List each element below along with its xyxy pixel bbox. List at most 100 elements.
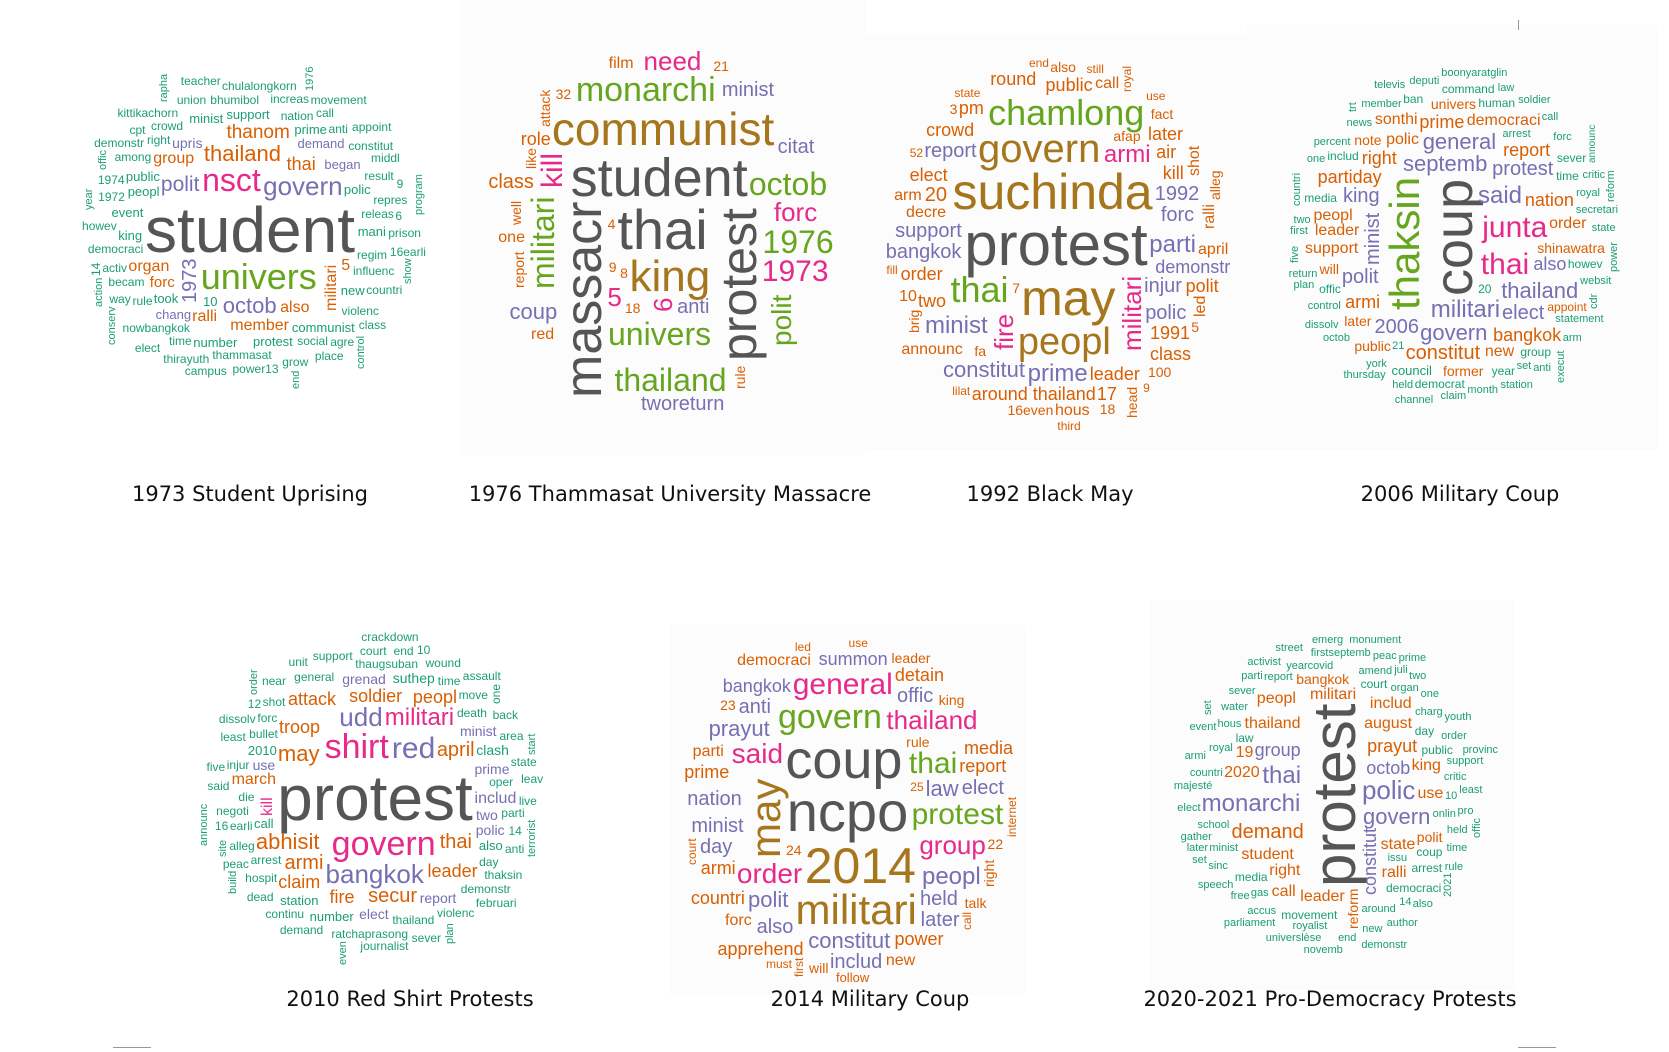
word: forc: [149, 274, 175, 292]
word: day: [479, 854, 499, 869]
word: ralli: [1201, 204, 1219, 230]
word: polic: [1145, 301, 1187, 324]
word: govern: [263, 170, 343, 201]
word: peopl: [1256, 690, 1296, 708]
word: offic: [1319, 281, 1341, 296]
word: claim: [278, 872, 321, 893]
word: chang: [155, 306, 192, 322]
word: show: [402, 258, 415, 284]
word: number: [193, 334, 238, 350]
word: chulalongkorn: [221, 78, 297, 93]
word: protest: [253, 333, 293, 349]
word: end: [393, 643, 414, 658]
word: thursday: [1343, 369, 1386, 382]
word: univers: [200, 255, 317, 297]
word: howev: [82, 219, 117, 234]
word: violenc: [341, 303, 379, 318]
word: 2014: [804, 837, 916, 894]
word: bangkok: [885, 241, 962, 264]
word: forc: [1553, 130, 1572, 143]
word: public: [1045, 74, 1093, 95]
word: sever: [1228, 684, 1256, 697]
word: later: [1148, 123, 1184, 144]
word: suchinda: [952, 164, 1153, 221]
word: thailand: [886, 705, 978, 736]
word: forc: [1160, 204, 1195, 227]
word: parliament: [1223, 917, 1276, 930]
word: time: [1556, 168, 1579, 183]
word: februari: [475, 896, 517, 911]
word: ralli: [1381, 863, 1407, 881]
word: agre: [330, 335, 355, 350]
word: militari: [1430, 295, 1501, 323]
word: univers: [607, 316, 712, 353]
word: 6: [648, 297, 679, 313]
word: thailand: [203, 140, 281, 166]
word: kill: [1162, 163, 1184, 184]
word: rule: [1444, 860, 1464, 873]
word: report: [419, 889, 457, 906]
word: arm: [1562, 331, 1582, 344]
word: reform: [1345, 888, 1362, 929]
word: king: [1411, 756, 1441, 774]
word: rapha: [158, 73, 171, 102]
word: use: [848, 635, 868, 650]
word: student: [1241, 845, 1294, 863]
word: two: [917, 290, 946, 311]
word: soldier: [349, 685, 403, 706]
word: secretari: [1575, 203, 1619, 216]
word: five: [206, 759, 226, 774]
word: action: [92, 277, 105, 307]
word: law: [1497, 82, 1515, 95]
word: 14: [508, 823, 522, 838]
word: general: [294, 670, 335, 685]
word: parti: [692, 743, 724, 761]
word: repres: [373, 192, 408, 207]
word: clash: [476, 742, 509, 759]
word: prayut: [708, 716, 770, 742]
word: parti: [501, 806, 525, 821]
word: die: [238, 790, 255, 805]
word: program: [412, 174, 425, 216]
word: coup: [509, 298, 558, 324]
word: 20: [1478, 282, 1492, 297]
word: also: [1050, 58, 1076, 75]
word: middl: [371, 151, 400, 166]
word: octob: [1323, 331, 1350, 344]
word: citat: [777, 135, 815, 158]
word: site: [217, 839, 230, 857]
word: influenc: [352, 263, 395, 278]
word: new: [340, 282, 365, 298]
word: organ: [128, 257, 170, 275]
word: earli: [229, 818, 253, 833]
word: 20: [924, 183, 947, 206]
word: control: [354, 335, 367, 369]
word: peac: [222, 856, 249, 871]
word: ratchaprasong: [331, 926, 409, 941]
word: websit: [1580, 275, 1612, 288]
word: elect: [1177, 801, 1201, 814]
word: anti: [738, 695, 771, 718]
wordcloud-panel-1976: thai student massacr protest communist king mo…: [460, 0, 865, 455]
wordcloud-panel-1973: student univers nsct govern thailand octob pol…: [40, 30, 460, 425]
word: thailand: [1501, 277, 1579, 303]
word: back: [492, 708, 518, 723]
word: near: [261, 673, 286, 688]
word: rule: [731, 366, 748, 390]
word: monarchi: [1201, 790, 1301, 818]
word: peopl: [921, 863, 981, 891]
word: month: [1467, 383, 1498, 396]
word: even: [337, 940, 350, 965]
word: crowd: [926, 120, 975, 141]
word: kill: [536, 153, 570, 189]
word: will: [1319, 260, 1339, 277]
word: fa: [974, 343, 987, 360]
word: anti: [1533, 361, 1551, 374]
word: council: [1391, 362, 1432, 378]
word: thailand: [392, 913, 435, 928]
word: 21: [1392, 339, 1405, 352]
word: militari: [1117, 276, 1148, 352]
word: minist: [189, 111, 224, 127]
word: death: [456, 706, 487, 721]
word: group: [153, 149, 195, 167]
